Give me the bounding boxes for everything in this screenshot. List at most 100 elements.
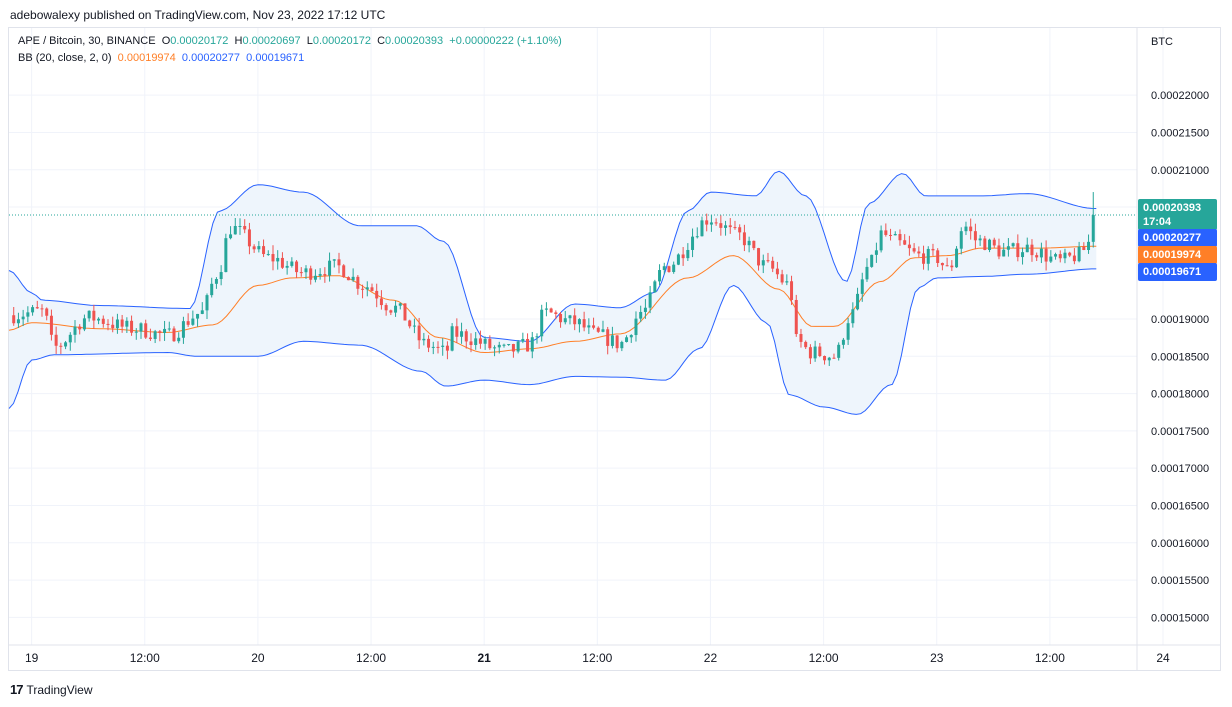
- candle-body: [544, 308, 548, 310]
- candle-body: [1068, 252, 1072, 256]
- candle-body: [818, 346, 822, 357]
- candle-body: [766, 260, 770, 262]
- x-axis-labels: 19 12:00 20 12:00 21 12:00 22 12:00 23 12:00 24: [25, 651, 1170, 665]
- publisher-line: adebowalexy published on TradingView.com…: [10, 8, 386, 22]
- candle-body: [790, 281, 794, 300]
- bb-legend[interactable]: BB (20, close, 2, 0) 0.00019974 0.000202…: [18, 52, 304, 64]
- candle-body: [969, 226, 973, 232]
- candle-body: [342, 265, 346, 278]
- axis-lines: [9, 28, 1220, 670]
- candle-body: [21, 316, 25, 320]
- candle-body: [304, 268, 308, 273]
- candle-body: [379, 298, 383, 306]
- candle-body: [346, 277, 350, 281]
- candle-body: [1016, 243, 1020, 258]
- candle-body: [408, 320, 412, 327]
- candle-body: [59, 345, 63, 347]
- candle-body: [625, 337, 629, 342]
- candle-body: [40, 308, 44, 310]
- bb-fill-area: [9, 171, 1097, 415]
- x-tick-label: 21: [478, 651, 492, 665]
- candle-body: [606, 329, 610, 346]
- candle-body: [276, 257, 280, 262]
- candle-body: [210, 283, 214, 296]
- y-tick-label: 0.00021000: [1151, 165, 1209, 177]
- x-tick-label: 22: [704, 651, 718, 665]
- y-tick-label: 0.00022000: [1151, 90, 1209, 102]
- candle-body: [719, 223, 723, 228]
- candle-body: [493, 347, 497, 349]
- candle-body: [455, 326, 459, 337]
- candle-body: [309, 268, 313, 280]
- candle-body: [73, 326, 77, 335]
- close-value: 0.00020393: [385, 35, 444, 47]
- candle-body: [516, 341, 520, 352]
- candle-body: [436, 346, 440, 348]
- candle-body: [681, 254, 685, 259]
- y-tick-label: 0.00019000: [1151, 314, 1209, 326]
- open-value: 0.00020172: [170, 35, 229, 47]
- y-tick-label: 0.00017000: [1151, 463, 1209, 475]
- candle-body: [87, 310, 91, 319]
- candle-body: [676, 254, 680, 265]
- candle-body: [535, 336, 539, 338]
- candle-body: [219, 272, 223, 280]
- candle-body: [106, 323, 110, 325]
- candle-body: [973, 231, 977, 241]
- candle-body: [351, 276, 355, 281]
- bb-title[interactable]: BB (20, close, 2, 0): [18, 52, 112, 64]
- y-tick-label: 0.00015000: [1151, 612, 1209, 624]
- candle-body: [1021, 252, 1025, 258]
- candle-body: [865, 266, 869, 280]
- tradingview-footer[interactable]: 17 TradingView: [10, 682, 93, 697]
- high-label: H: [234, 35, 243, 47]
- candle-body: [431, 346, 435, 348]
- candle-body: [959, 231, 963, 249]
- y-axis-labels: 0.000220000.000215000.000210000.00020500…: [1151, 90, 1209, 624]
- candle-body: [587, 325, 591, 328]
- y-tick-label: 0.00017500: [1151, 426, 1209, 438]
- brand-name: TradingView: [26, 682, 93, 697]
- candle-body: [502, 344, 506, 346]
- candle-body: [474, 338, 478, 345]
- candle-body: [860, 279, 864, 294]
- candle-body: [997, 245, 1001, 257]
- candle-body: [224, 238, 228, 273]
- candle-body: [153, 331, 157, 339]
- candle-body: [356, 276, 360, 289]
- y-tick-label: 0.00016500: [1151, 500, 1209, 512]
- candle-body: [233, 226, 237, 235]
- candle-body: [978, 238, 982, 241]
- candle-body: [441, 345, 445, 347]
- x-tick-label: 20: [251, 651, 265, 665]
- candle-body: [761, 260, 765, 266]
- candle-body: [615, 335, 619, 349]
- change-value: +0.00000222 (+1.10%): [449, 35, 562, 47]
- candle-body: [332, 259, 336, 261]
- candle-body: [879, 230, 883, 251]
- candle-body: [115, 319, 119, 329]
- candle-body: [238, 225, 242, 227]
- candle-body: [643, 307, 647, 312]
- candle-body: [907, 244, 911, 249]
- candle-body: [639, 311, 643, 319]
- candle-body: [827, 357, 831, 361]
- candle-body: [252, 246, 256, 250]
- candle-body: [214, 279, 218, 284]
- candle-body: [196, 313, 200, 319]
- candle-body: [328, 260, 332, 276]
- ohlc-legend[interactable]: APE / Bitcoin, 30, BINANCE O0.00020172 H…: [18, 35, 562, 47]
- countdown-value: 17:04: [1143, 216, 1172, 228]
- candle-body: [167, 328, 171, 330]
- candle-body: [82, 318, 86, 330]
- bollinger-bands: [8, 170, 1097, 415]
- bb-upper-value: 0.00020277: [181, 52, 241, 64]
- candle-body: [780, 274, 784, 283]
- candle-body: [488, 338, 492, 349]
- symbol-title[interactable]: APE / Bitcoin, 30, BINANCE: [18, 35, 156, 47]
- candle-body: [1002, 249, 1006, 257]
- candle-body: [592, 325, 596, 328]
- candle-body: [427, 338, 431, 348]
- candle-body: [526, 338, 530, 352]
